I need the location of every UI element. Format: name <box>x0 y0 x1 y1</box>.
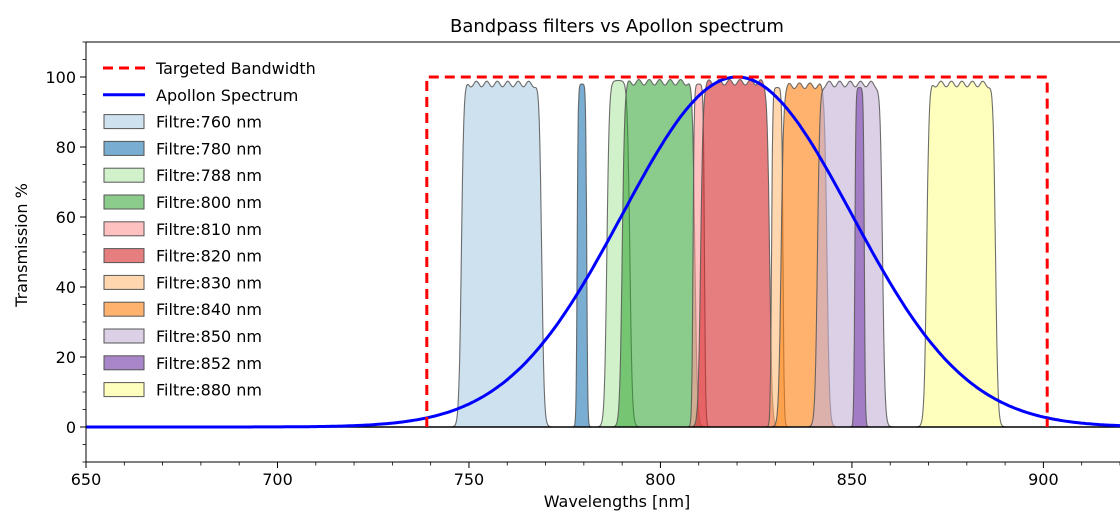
y-tick-label: 80 <box>56 138 76 157</box>
x-tick-label: 650 <box>71 470 102 489</box>
filter-band <box>567 83 597 428</box>
legend: Targeted Bandwidth Apollon Spectrum Filtre… <box>103 59 316 400</box>
plot-area <box>86 75 1120 429</box>
legend-label: Targeted Bandwidth <box>155 59 316 78</box>
y-axis-label: Transmission % <box>12 183 31 308</box>
chart-title: Bandpass filters vs Apollon spectrum <box>450 16 784 37</box>
targeted-bandwidth-line <box>425 75 1049 427</box>
legend-swatch-filter <box>103 167 145 183</box>
filter-band <box>807 80 893 428</box>
legend-swatch-filter <box>103 382 145 398</box>
y-tick-label: 100 <box>45 68 76 87</box>
filter-band <box>451 80 552 428</box>
x-tick-label: 800 <box>645 470 676 489</box>
legend-swatch-filter <box>103 114 145 130</box>
x-tick-label: 900 <box>1028 470 1059 489</box>
y-tick-label: 40 <box>56 278 76 297</box>
y-tick-label: 60 <box>56 208 76 227</box>
x-tick-label: 750 <box>454 470 485 489</box>
legend-label: Filtre:852 nm <box>156 354 262 373</box>
legend-swatch-filter <box>103 301 145 317</box>
filter-band <box>916 80 1006 428</box>
y-tick-label: 20 <box>56 348 76 367</box>
legend-label: Filtre:810 nm <box>156 220 262 239</box>
legend-swatch-filter <box>103 355 145 371</box>
legend-swatch-filter <box>103 194 145 210</box>
legend-label: Filtre:850 nm <box>156 327 262 346</box>
legend-label: Filtre:760 nm <box>156 113 262 132</box>
x-axis-label: Wavelengths [nm] <box>544 492 691 511</box>
legend-swatch-filter <box>103 248 145 264</box>
legend-label: Apollon Spectrum <box>156 86 298 105</box>
x-tick-label: 850 <box>837 470 868 489</box>
legend-label: Filtre:880 nm <box>156 381 262 400</box>
filter-band <box>612 78 706 428</box>
legend-label: Filtre:800 nm <box>156 193 262 212</box>
legend-label: Filtre:830 nm <box>156 273 262 292</box>
legend-label: Filtre:820 nm <box>156 247 262 266</box>
x-tick-label: 700 <box>262 470 293 489</box>
legend-label: Filtre:840 nm <box>156 300 262 319</box>
axes: 650 700 750 800 850 900 0 20 40 60 80 100 <box>45 41 1120 489</box>
legend-swatch-filter <box>103 328 145 344</box>
legend-swatch-filter <box>103 274 145 290</box>
filter-band <box>690 78 780 428</box>
legend-label: Filtre:780 nm <box>156 139 262 158</box>
apollon-spectrum-line <box>86 75 1120 429</box>
y-tick-label: 0 <box>66 418 76 437</box>
legend-swatch-filter <box>103 221 145 237</box>
legend-swatch-filter <box>103 140 145 156</box>
legend-label: Filtre:788 nm <box>156 166 262 185</box>
